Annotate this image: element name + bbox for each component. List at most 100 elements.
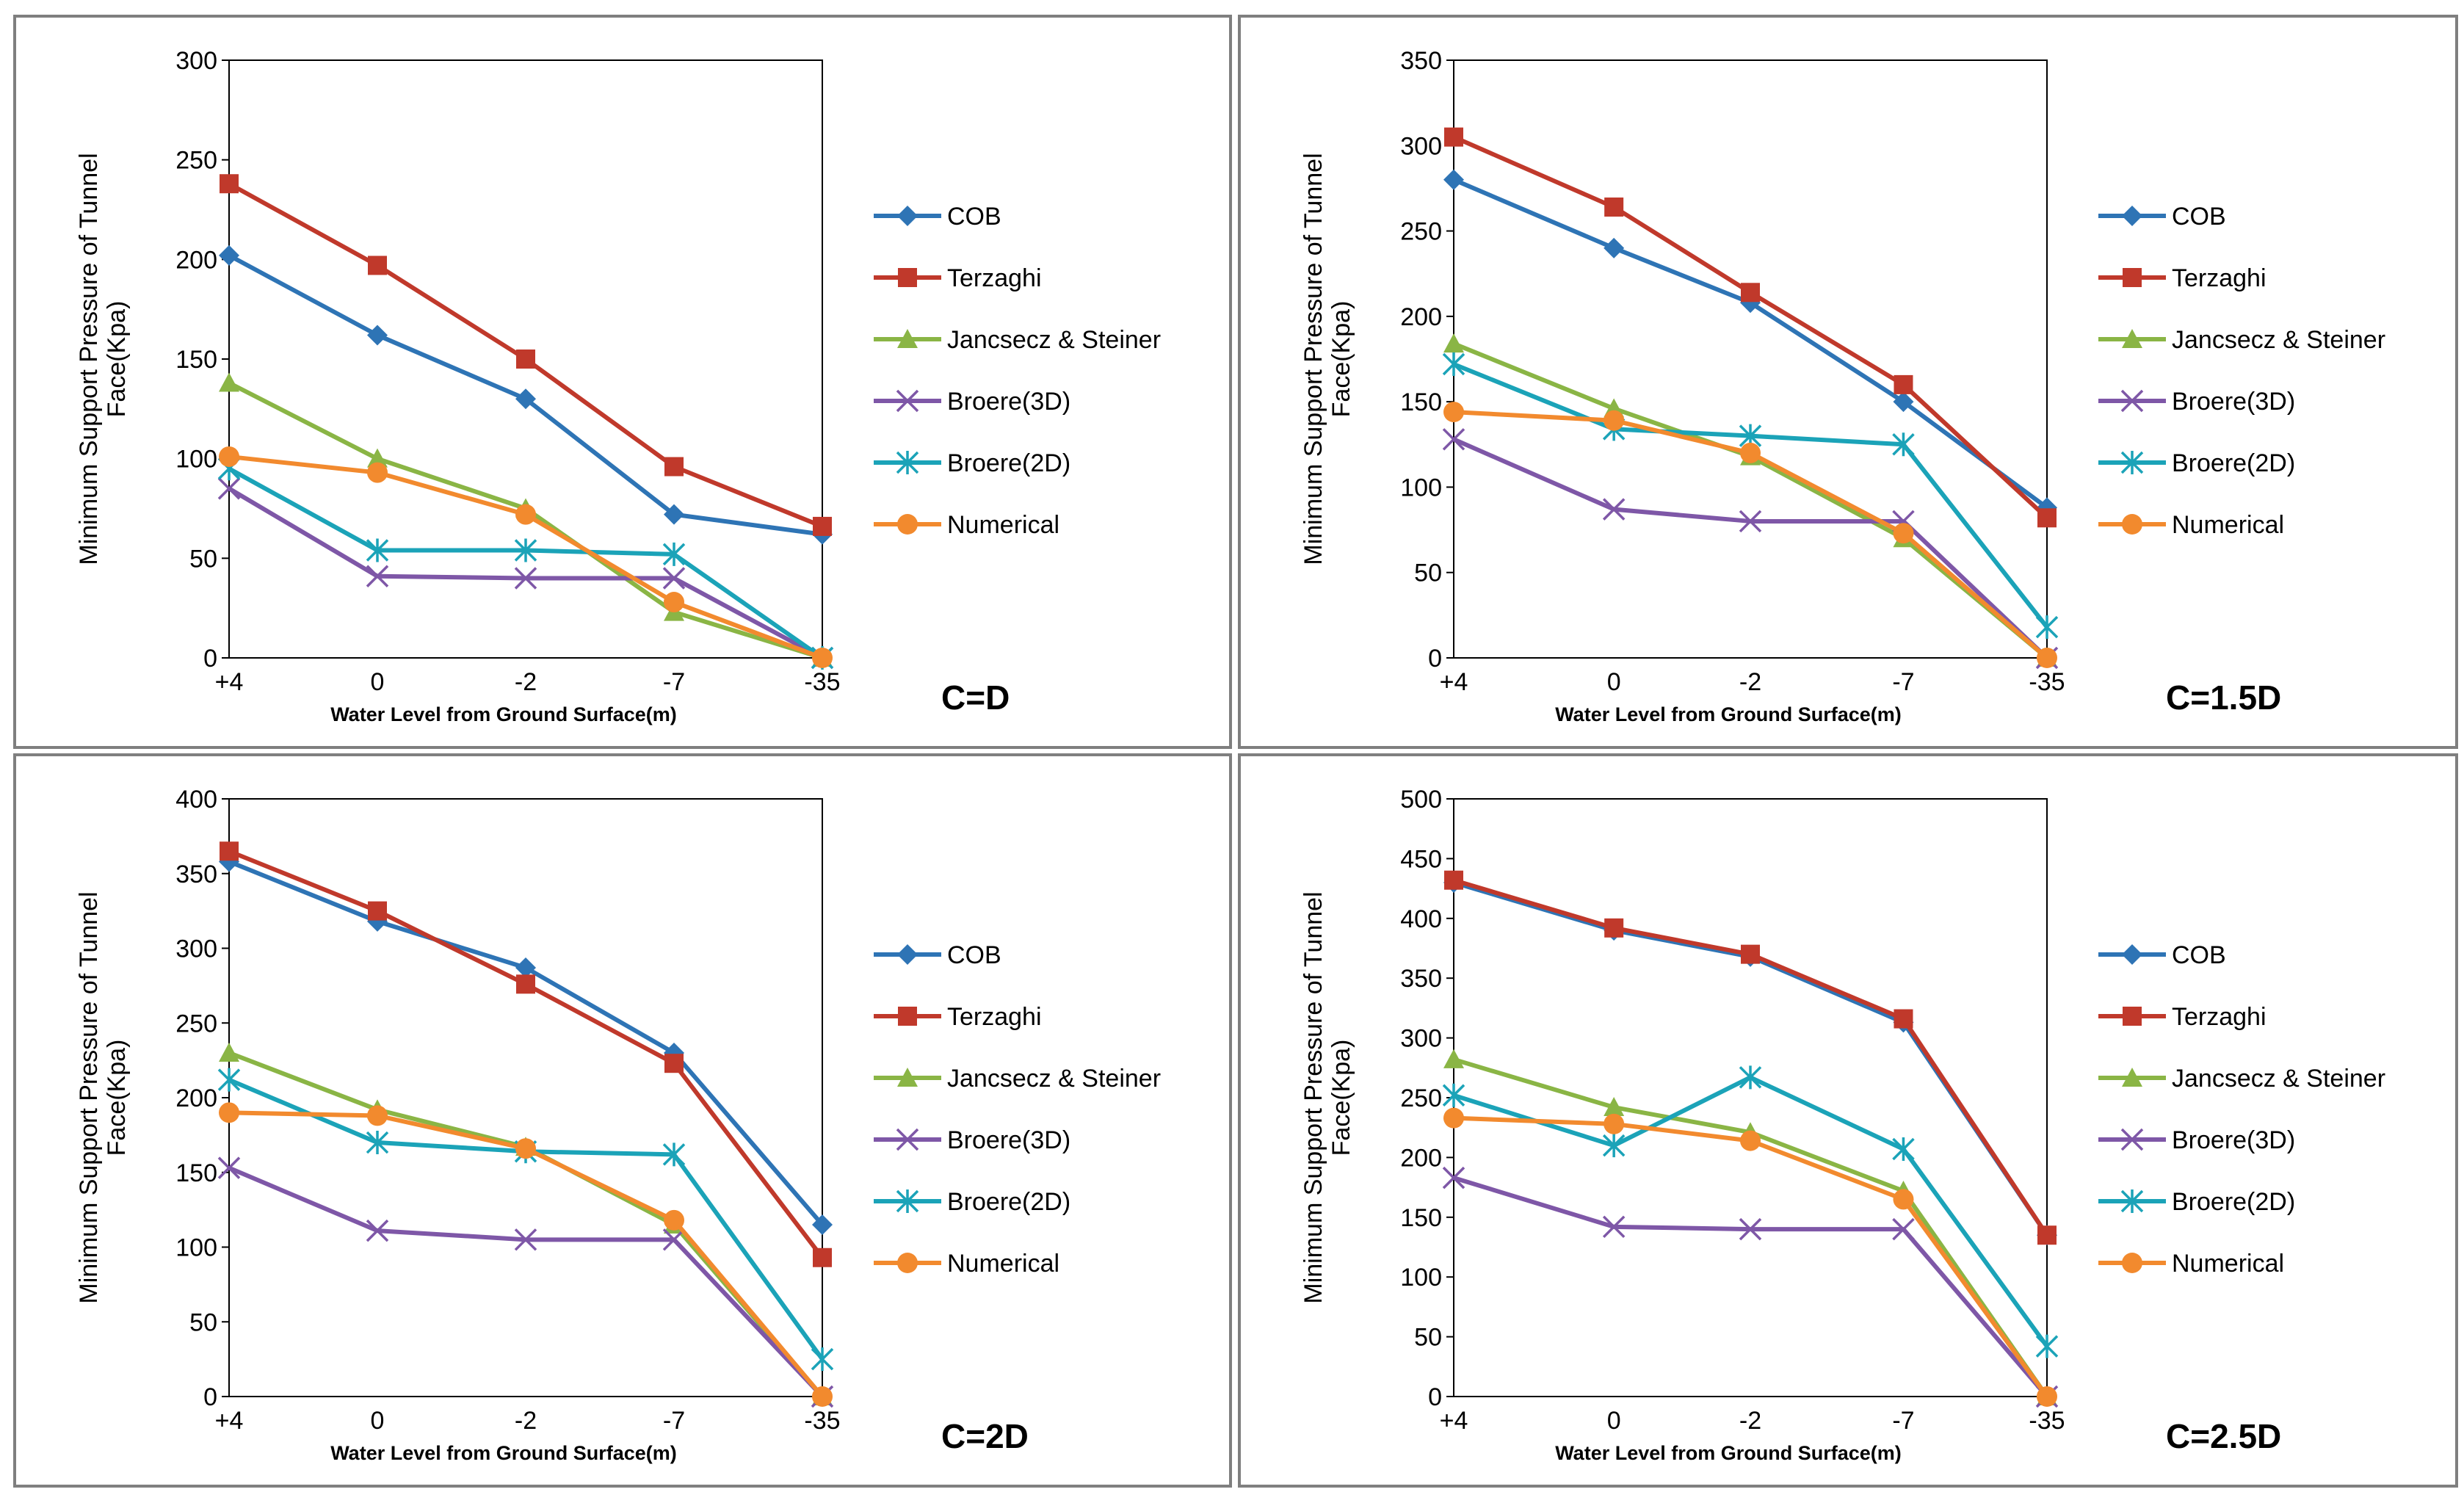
data-point-terzaghi — [220, 174, 239, 194]
data-point-numerical — [367, 1105, 388, 1126]
data-point-terzaghi — [368, 901, 387, 921]
data-point-terzaghi — [1444, 127, 1463, 147]
y-tick-label: 0 — [203, 645, 217, 673]
data-point-broere-3d — [1442, 428, 1465, 451]
legend-marker-cob — [897, 944, 918, 965]
series-cob — [219, 851, 833, 1235]
legend-label: Numerical — [2172, 511, 2284, 539]
y-tick-label: 0 — [203, 1383, 217, 1411]
data-point-terzaghi — [1604, 918, 1624, 938]
chart-panel-c-2-5d: 0 50 100 150 200 250 300 350 400 450 500 +4 0 -2 -7 -35… — [1238, 753, 2458, 1488]
series-line-cob — [1453, 880, 2049, 1236]
legend-label: Broere(3D) — [2172, 388, 2295, 416]
y-tick-label: 50 — [189, 545, 217, 573]
data-point-broere-2d — [217, 1068, 241, 1092]
data-point-terzaghi — [1894, 1009, 1913, 1029]
legend-label: Broere(3D) — [2172, 1126, 2295, 1154]
x-tick-label: +4 — [1440, 668, 1468, 696]
data-point-broere-2d — [811, 1347, 834, 1372]
legend-marker-terzaghi — [898, 1007, 917, 1026]
data-point-numerical — [219, 1102, 239, 1123]
legend-label: Terzaghi — [947, 1003, 1042, 1031]
data-point-broere-2d — [1442, 352, 1465, 376]
y-tick-label: 300 — [175, 935, 217, 963]
legend-marker-terzaghi — [2123, 268, 2142, 287]
x-tick-label: 0 — [1607, 668, 1621, 696]
series-numerical — [1443, 402, 2057, 668]
legend-marker-broere-3d — [2120, 1128, 2144, 1151]
legend-label: COB — [947, 203, 1001, 231]
data-point-terzaghi — [220, 841, 239, 861]
y-tick-label: 400 — [175, 786, 217, 814]
data-point-broere-2d — [662, 542, 686, 566]
data-point-numerical — [812, 1386, 833, 1407]
data-point-broere-3d — [217, 1156, 241, 1179]
series-numerical — [219, 1102, 833, 1407]
data-point-numerical — [1443, 1107, 1464, 1129]
legend-item-numerical: Numerical — [2098, 511, 2284, 539]
legend-item-jancsecz-steiner: Jancsecz & Steiner — [874, 1065, 1161, 1093]
y-axis-title: Minimum Support Pressure of TunnelFace(K… — [75, 153, 131, 565]
legend-item-broere-2d: Broere(2D) — [874, 1188, 1070, 1216]
legend-item-terzaghi: Terzaghi — [2098, 1003, 2266, 1031]
y-axis-title: Minimum Support Pressure of TunnelFace(K… — [75, 891, 131, 1303]
y-tick-label: 500 — [1400, 786, 1442, 814]
data-point-broere-2d — [366, 1131, 389, 1155]
x-tick-label: -2 — [515, 668, 537, 696]
series-terzaghi — [1444, 870, 2057, 1245]
legend-marker-broere-2d — [896, 451, 919, 474]
data-point-numerical — [812, 648, 833, 668]
legend-label: Terzaghi — [2172, 1003, 2266, 1031]
data-point-numerical — [515, 504, 536, 525]
x-tick-label: -2 — [515, 1407, 537, 1435]
data-point-terzaghi — [664, 1054, 684, 1073]
data-point-cob — [664, 504, 684, 525]
legend-label: Terzaghi — [2172, 264, 2266, 292]
legend: COB Terzaghi Jancsecz & Steiner Broere(3D) B… — [874, 941, 1161, 1278]
x-tick-label: -2 — [1739, 668, 1761, 696]
legend-item-broere-2d: Broere(2D) — [2098, 1188, 2295, 1216]
y-axis-title: Minimum Support Pressure of TunnelFace(K… — [1300, 891, 1355, 1303]
series-line-numerical — [1453, 1115, 2049, 1398]
legend: COB Terzaghi Jancsecz & Steiner Broere(3D) B… — [2098, 203, 2385, 539]
data-point-broere-3d — [662, 1228, 686, 1251]
legend: COB Terzaghi Jancsecz & Steiner Broere(3D) B… — [874, 203, 1161, 539]
legend-marker-terzaghi — [2123, 1007, 2142, 1026]
legend-marker-numerical — [897, 1253, 918, 1273]
y-tick-label: 150 — [175, 1159, 217, 1187]
series-line-broere-3d — [1453, 1176, 2049, 1398]
legend-label: Terzaghi — [947, 264, 1042, 292]
series-line-broere-3d — [228, 1165, 825, 1399]
legend-label: Broere(2D) — [947, 449, 1070, 477]
series-line-terzaghi — [1453, 877, 2049, 1236]
data-point-cob — [367, 325, 388, 346]
legend-marker-jancsecz-steiner — [2122, 1068, 2142, 1087]
series-broere-3d — [217, 1156, 834, 1408]
data-point-broere-3d — [662, 567, 686, 590]
data-point-numerical — [367, 462, 388, 483]
y-tick-label: 200 — [175, 246, 217, 274]
legend-item-jancsecz-steiner: Jancsecz & Steiner — [2098, 1065, 2385, 1093]
y-tick-label: 100 — [175, 446, 217, 474]
legend-marker-broere-3d — [896, 389, 919, 413]
data-point-broere-3d — [1892, 1217, 1915, 1241]
x-tick-label: -35 — [2029, 1407, 2065, 1435]
case-label: C=2D — [941, 1417, 1029, 1455]
legend-item-jancsecz-steiner: Jancsecz & Steiner — [874, 326, 1161, 354]
x-tick-label: -2 — [1739, 1407, 1761, 1435]
data-point-terzaghi — [1741, 944, 1760, 964]
legend-label: Broere(2D) — [2172, 1188, 2295, 1216]
data-point-jancsecz-steiner — [219, 372, 239, 392]
data-point-broere-3d — [217, 477, 241, 500]
series-broere-2d — [217, 457, 834, 670]
data-point-terzaghi — [2037, 1225, 2057, 1245]
y-tick-label: 150 — [175, 346, 217, 374]
data-point-numerical — [2037, 1386, 2057, 1407]
legend-marker-broere-3d — [2120, 389, 2144, 413]
x-tick-label: -7 — [663, 668, 685, 696]
y-tick-label: 300 — [1400, 1025, 1442, 1053]
data-point-broere-3d — [1602, 498, 1626, 521]
y-tick-label: 100 — [1400, 1264, 1442, 1292]
